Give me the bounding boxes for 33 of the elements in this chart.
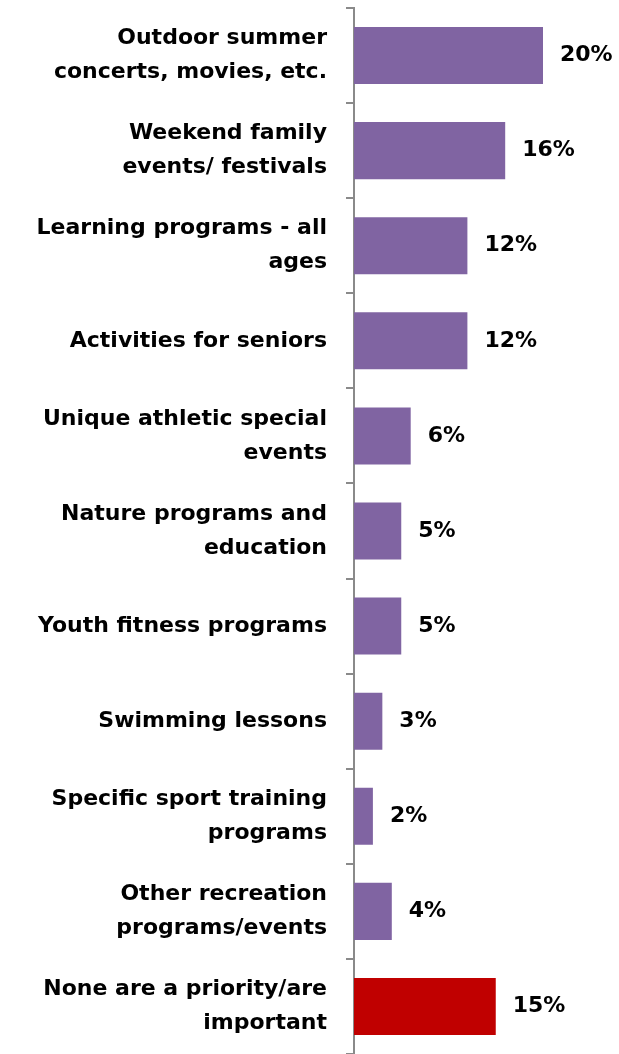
data-label: 4%: [408, 897, 447, 923]
bar: [354, 882, 392, 940]
y-tick-label: Specific sport training programs: [51, 784, 327, 845]
data-label: 20%: [560, 41, 613, 67]
y-tick-label: None are a priority/are important: [43, 975, 328, 1035]
bar: [354, 122, 506, 180]
y-tick-label: Outdoor summer concerts, movies, etc.: [53, 24, 328, 84]
y-tick-label: Swimming lessons: [98, 706, 327, 732]
data-label: 15%: [512, 992, 566, 1018]
bar: [354, 692, 383, 750]
bar: [354, 787, 373, 845]
data-label: 16%: [522, 136, 575, 162]
y-tick-label: Other recreation programs/events: [116, 880, 327, 940]
bar: [354, 977, 496, 1035]
bar: [354, 502, 402, 560]
data-label: 2%: [389, 801, 428, 827]
y-tick-label: Weekend family events/ festivals: [122, 119, 327, 179]
data-label: 12%: [484, 231, 538, 257]
bar: [354, 217, 468, 275]
y-tick-label: Learning programs - all ages: [36, 214, 327, 274]
y-tick-label: Activities for seniors: [69, 326, 327, 352]
y-tick-label: Youth fitness programs: [37, 611, 327, 637]
y-tick-label: Nature programs and education: [61, 499, 327, 559]
bar: [354, 597, 402, 655]
data-label: 3%: [399, 706, 437, 732]
data-label: 6%: [427, 421, 466, 447]
data-label: 5%: [418, 516, 456, 542]
bar: [354, 407, 411, 465]
data-label: 12%: [484, 326, 538, 352]
y-tick-label: Unique athletic special events: [42, 404, 327, 464]
bar: [354, 312, 468, 370]
bar: [354, 27, 543, 85]
data-label: 5%: [418, 611, 456, 637]
